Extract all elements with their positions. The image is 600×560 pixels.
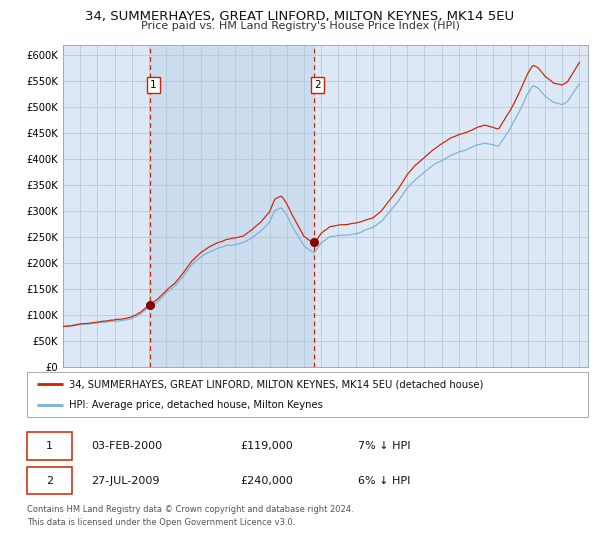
Text: 03-FEB-2000: 03-FEB-2000 xyxy=(92,441,163,451)
Text: 6% ↓ HPI: 6% ↓ HPI xyxy=(358,476,410,486)
Text: 34, SUMMERHAYES, GREAT LINFORD, MILTON KEYNES, MK14 5EU (detached house): 34, SUMMERHAYES, GREAT LINFORD, MILTON K… xyxy=(69,380,484,390)
Text: 2: 2 xyxy=(314,80,320,90)
Text: 34, SUMMERHAYES, GREAT LINFORD, MILTON KEYNES, MK14 5EU: 34, SUMMERHAYES, GREAT LINFORD, MILTON K… xyxy=(85,10,515,23)
Text: 1: 1 xyxy=(46,441,53,451)
Text: 2: 2 xyxy=(46,476,53,486)
Text: £119,000: £119,000 xyxy=(240,441,293,451)
Text: 27-JUL-2009: 27-JUL-2009 xyxy=(92,476,160,486)
FancyBboxPatch shape xyxy=(27,432,72,460)
Text: £240,000: £240,000 xyxy=(240,476,293,486)
Text: HPI: Average price, detached house, Milton Keynes: HPI: Average price, detached house, Milt… xyxy=(69,400,323,410)
FancyBboxPatch shape xyxy=(27,467,72,494)
Text: Price paid vs. HM Land Registry's House Price Index (HPI): Price paid vs. HM Land Registry's House … xyxy=(140,21,460,31)
Text: 1: 1 xyxy=(150,80,157,90)
Text: 7% ↓ HPI: 7% ↓ HPI xyxy=(358,441,410,451)
Text: Contains HM Land Registry data © Crown copyright and database right 2024.
This d: Contains HM Land Registry data © Crown c… xyxy=(27,505,353,526)
Bar xyxy=(151,45,314,367)
